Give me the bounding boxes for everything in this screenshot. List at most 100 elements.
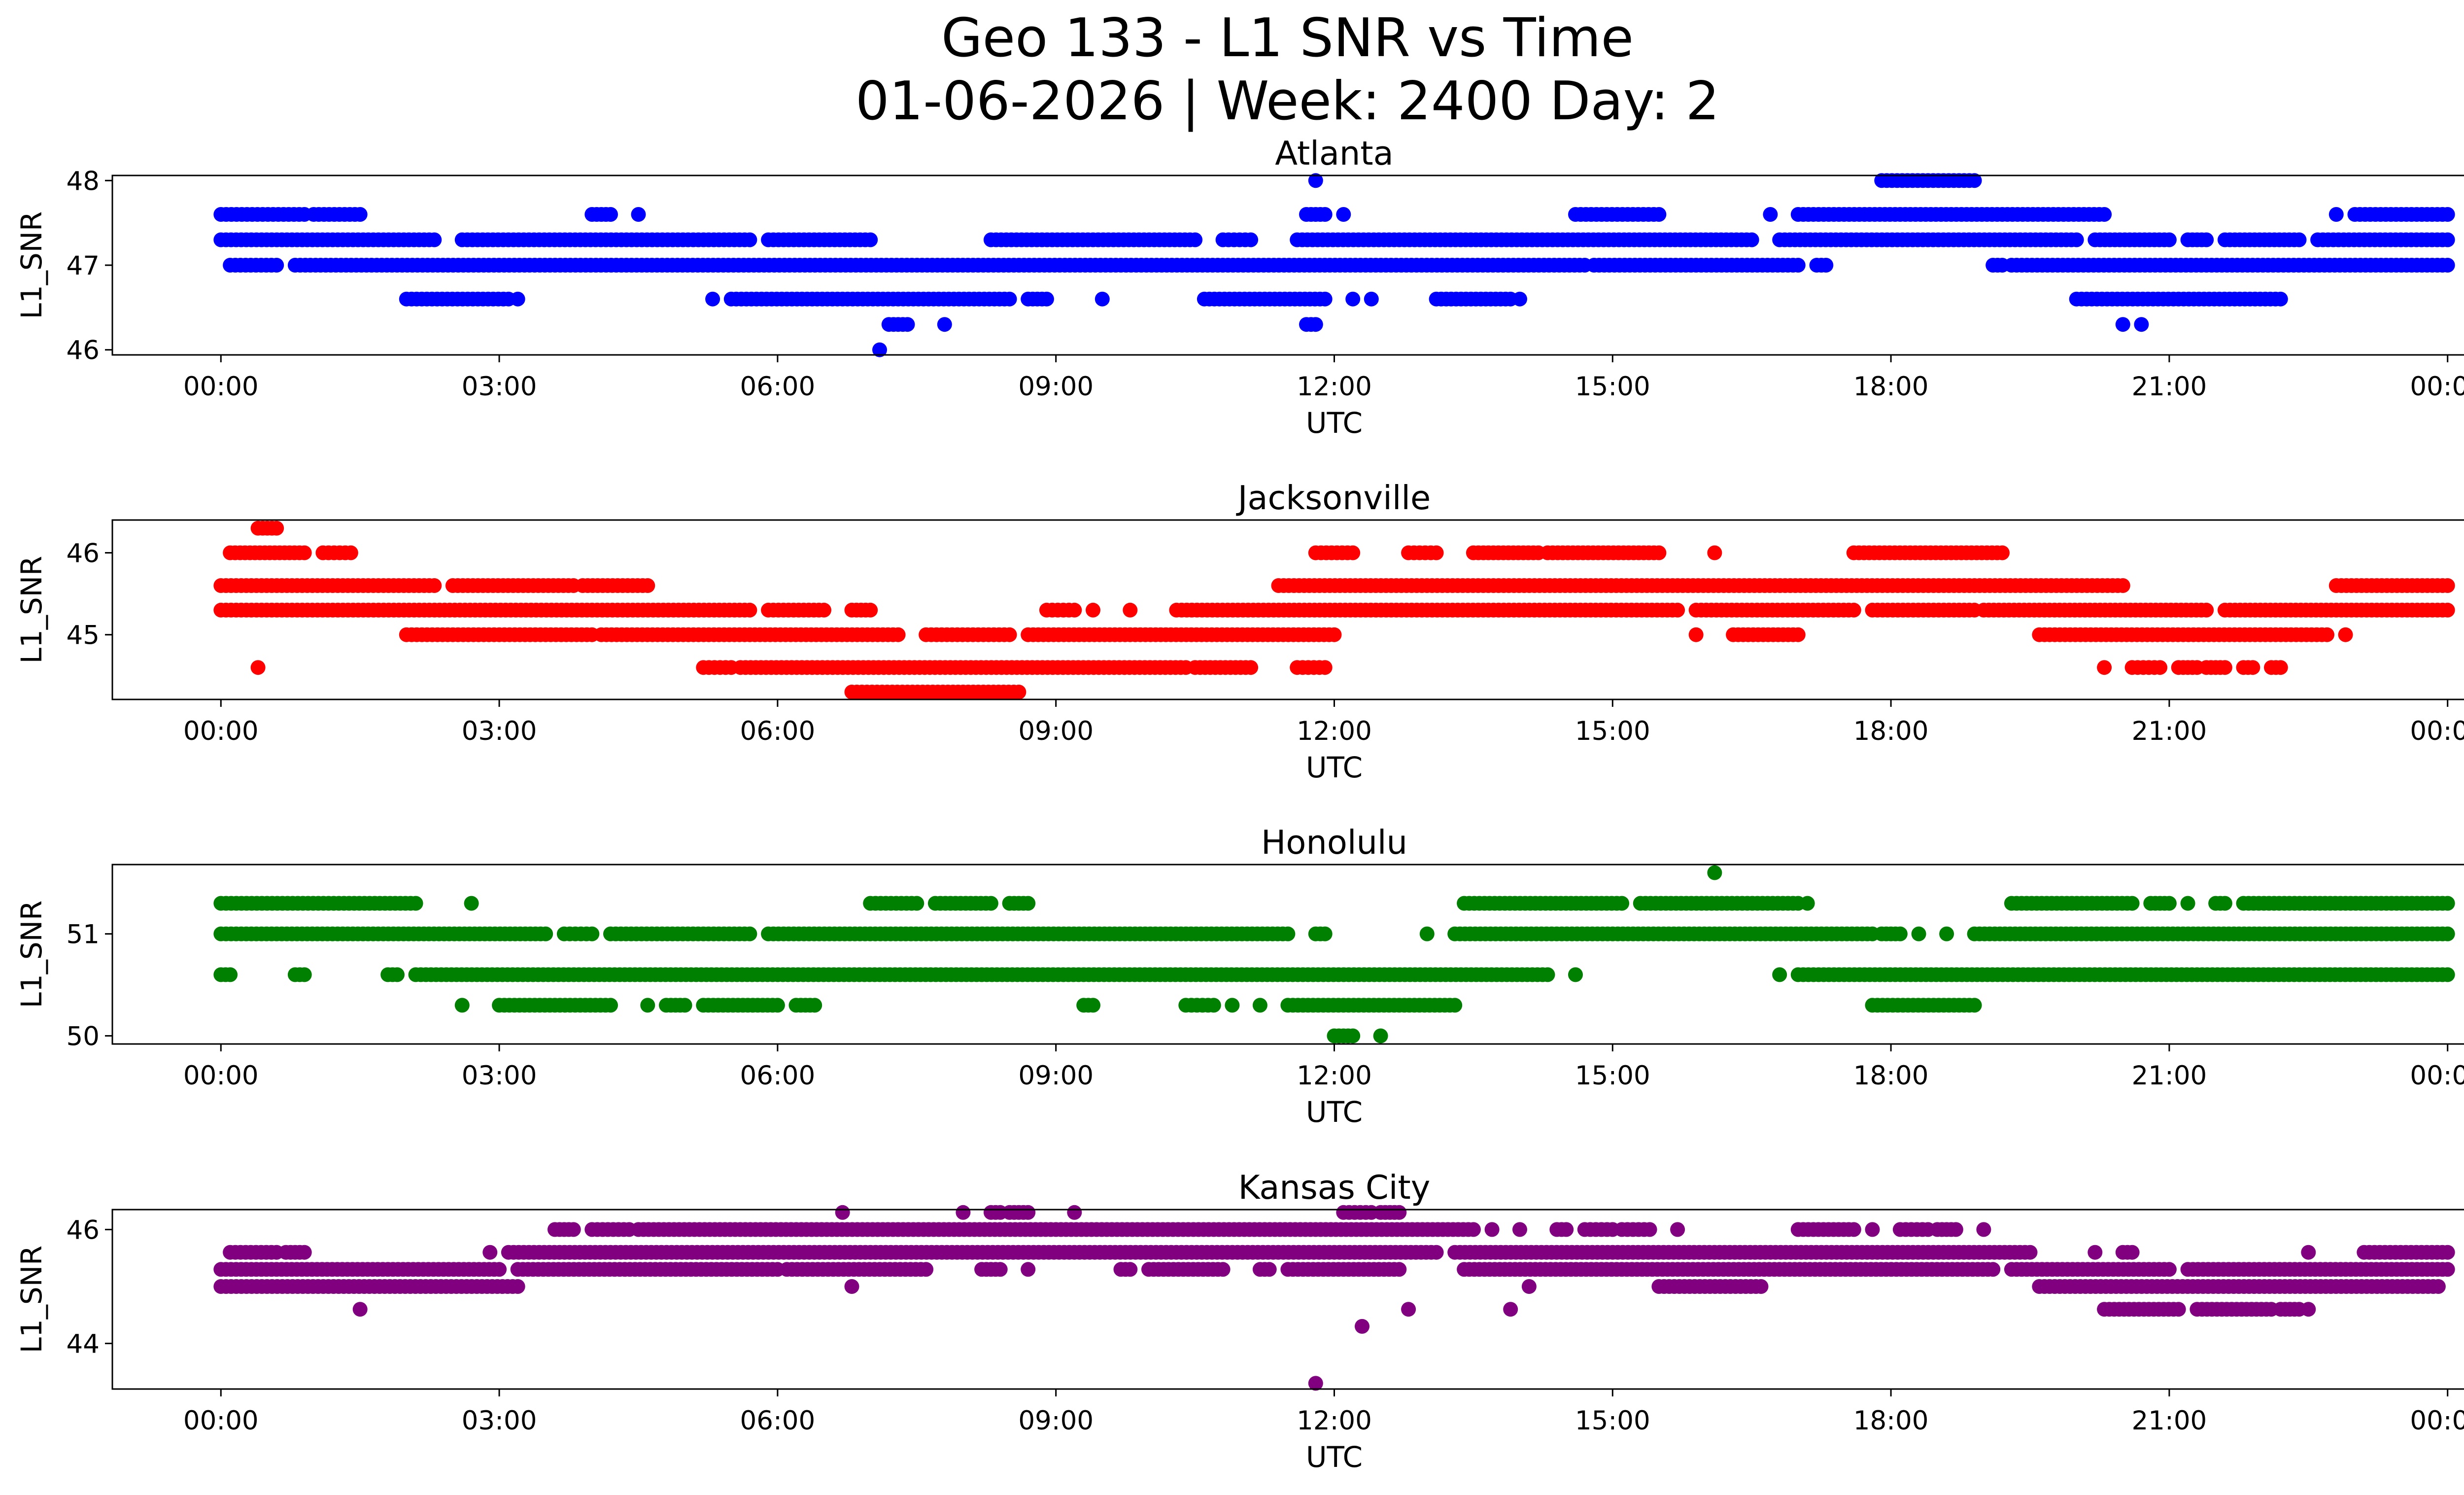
- data-point: [2115, 317, 2130, 332]
- data-point: [1345, 1028, 1361, 1043]
- data-point: [1800, 896, 1815, 911]
- x-tick-label: 15:00: [1575, 716, 1650, 746]
- data-point: [427, 578, 442, 593]
- panel-title-honolulu: Honolulu: [1261, 823, 1407, 862]
- data-point: [2338, 627, 2353, 642]
- data-point: [2292, 232, 2307, 247]
- x-tick-label: 12:00: [1297, 1061, 1372, 1091]
- data-point: [1540, 967, 1555, 982]
- data-point: [2161, 896, 2177, 911]
- x-tick-label: 03:00: [462, 372, 537, 402]
- data-point: [1215, 1262, 1231, 1277]
- data-point: [1308, 173, 1323, 188]
- data-point: [2161, 1262, 2177, 1277]
- y-tick-label: 46: [67, 538, 100, 568]
- data-point: [1419, 926, 1435, 941]
- data-points-kansas-city: [213, 1205, 2455, 1391]
- data-point: [1095, 291, 1110, 307]
- data-point: [2328, 207, 2344, 222]
- data-point: [1911, 926, 1926, 941]
- data-point: [1327, 627, 1342, 642]
- data-point: [1512, 1222, 1527, 1237]
- data-point: [464, 896, 479, 911]
- data-point: [807, 998, 822, 1013]
- data-point: [640, 998, 655, 1013]
- data-point: [1707, 545, 1722, 560]
- data-point: [890, 627, 906, 642]
- x-tick-label: 00:00: [2410, 372, 2464, 402]
- data-point: [1039, 291, 1054, 307]
- data-point: [2217, 896, 2232, 911]
- data-point: [1280, 926, 1296, 941]
- data-point: [2301, 1245, 2316, 1260]
- data-point: [863, 232, 878, 247]
- x-axis-label: UTC: [1306, 1440, 1363, 1474]
- data-point: [427, 232, 442, 247]
- data-point: [2301, 1302, 2316, 1317]
- x-tick-label: 15:00: [1575, 372, 1650, 402]
- y-axis-label: L1_SNR: [15, 901, 48, 1008]
- data-point: [1011, 685, 1027, 699]
- figure-title: Geo 133 - L1 SNR vs Time 01-06-2026 | We…: [0, 7, 2464, 133]
- data-point: [1670, 602, 1685, 618]
- data-point: [1345, 291, 1361, 307]
- x-axis-label: UTC: [1306, 1095, 1363, 1129]
- data-point: [1336, 207, 1351, 222]
- data-point: [992, 1262, 1008, 1277]
- data-point: [1392, 1205, 1407, 1220]
- data-point: [705, 291, 720, 307]
- data-point: [1512, 291, 1527, 307]
- data-point: [770, 998, 785, 1013]
- data-point: [1021, 1205, 1036, 1220]
- x-tick-label: 06:00: [740, 716, 816, 746]
- x-tick-label: 09:00: [1018, 716, 1094, 746]
- data-point: [1763, 207, 1778, 222]
- figure-title-line-2: 01-06-2026 | Week: 2400 Day: 2: [855, 70, 1720, 132]
- data-point: [1308, 317, 1323, 332]
- x-tick-label: 21:00: [2132, 1061, 2207, 1091]
- x-tick-label: 03:00: [462, 716, 537, 746]
- x-axis-label: UTC: [1306, 751, 1363, 784]
- y-tick-label: 51: [67, 920, 100, 950]
- data-point: [983, 896, 998, 911]
- data-point: [2440, 232, 2455, 247]
- data-point: [2161, 232, 2177, 247]
- data-point: [863, 602, 878, 618]
- data-point: [817, 602, 831, 618]
- data-point: [1002, 291, 1017, 307]
- x-tick-label: 15:00: [1575, 1406, 1650, 1436]
- data-point: [2022, 1245, 2038, 1260]
- data-point: [1364, 291, 1379, 307]
- x-tick-label: 00:00: [183, 1061, 259, 1091]
- x-tick-label: 00:00: [183, 1406, 259, 1436]
- x-tick-label: 00:00: [2410, 1406, 2464, 1436]
- x-tick-label: 09:00: [1018, 1061, 1094, 1091]
- data-point: [1772, 967, 1787, 982]
- y-axis-label: L1_SNR: [15, 1246, 48, 1354]
- data-point: [1790, 258, 1806, 273]
- data-point: [2430, 1279, 2446, 1294]
- y-axis-label: L1_SNR: [15, 556, 48, 664]
- data-point: [844, 1279, 859, 1294]
- data-point: [2069, 232, 2084, 247]
- x-tick-label: 00:00: [183, 716, 259, 746]
- data-points-jacksonville: [213, 521, 2455, 699]
- data-point: [2088, 1245, 2103, 1260]
- data-point: [1021, 1262, 1036, 1277]
- data-point: [2440, 258, 2455, 273]
- y-tick-label: 45: [67, 621, 100, 651]
- x-tick-label: 15:00: [1575, 1061, 1650, 1091]
- data-point: [1846, 1222, 1861, 1237]
- data-point: [297, 1245, 312, 1260]
- data-point: [297, 967, 312, 982]
- data-point: [1753, 1279, 1769, 1294]
- data-point: [1484, 1222, 1500, 1237]
- x-tick-label: 03:00: [462, 1406, 537, 1436]
- data-point: [2199, 602, 2214, 618]
- data-points-atlanta: [213, 173, 2455, 357]
- data-point: [742, 232, 757, 247]
- data-point: [269, 258, 284, 273]
- data-point: [900, 317, 915, 332]
- data-point: [1317, 660, 1333, 675]
- x-tick-label: 03:00: [462, 1061, 537, 1091]
